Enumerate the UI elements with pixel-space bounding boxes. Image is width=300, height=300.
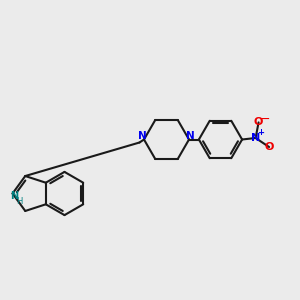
Text: N: N <box>138 131 147 141</box>
Text: H: H <box>16 196 22 206</box>
Text: N: N <box>251 133 260 143</box>
Text: O: O <box>254 117 263 128</box>
Text: N: N <box>10 191 18 201</box>
Text: N: N <box>186 131 195 141</box>
Text: +: + <box>257 128 264 137</box>
Text: −: − <box>260 113 271 126</box>
Text: O: O <box>264 142 274 152</box>
